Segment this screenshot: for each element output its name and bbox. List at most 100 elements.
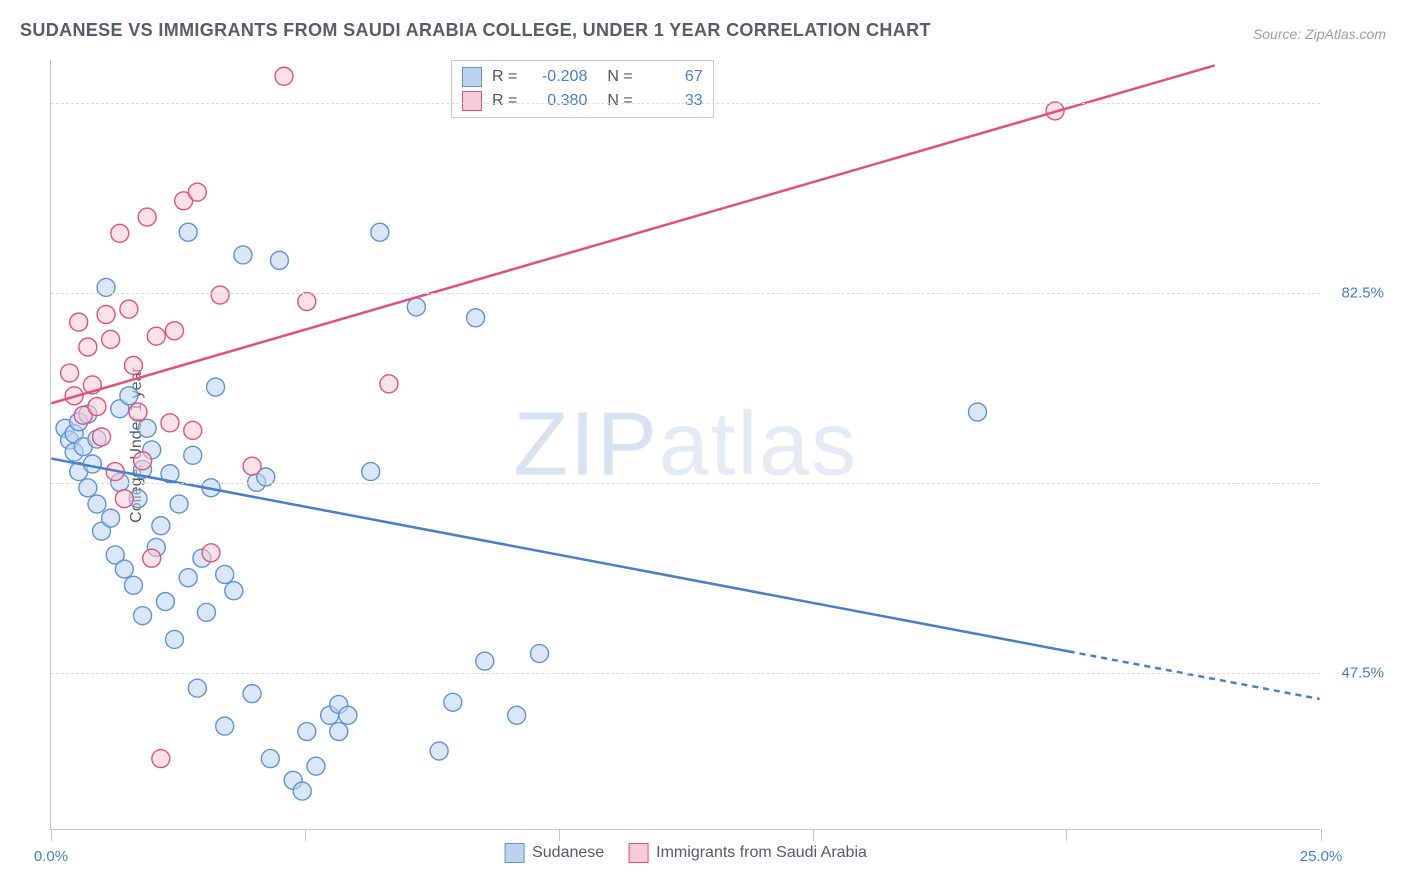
legend-swatch	[504, 843, 524, 863]
scatter-point	[184, 446, 202, 464]
scatter-point	[298, 723, 316, 741]
scatter-point	[79, 338, 97, 356]
scatter-point	[188, 183, 206, 201]
scatter-point	[115, 560, 133, 578]
scatter-point	[307, 757, 325, 775]
legend-series-item: Immigrants from Saudi Arabia	[628, 843, 867, 863]
scatter-point	[362, 463, 380, 481]
scatter-point	[371, 223, 389, 241]
scatter-point	[170, 495, 188, 513]
y-tick-label: 47.5%	[1341, 664, 1384, 681]
scatter-point	[124, 576, 142, 594]
regression-line-extrapolated	[1069, 651, 1320, 699]
scatter-point	[261, 750, 279, 768]
scatter-point	[161, 414, 179, 432]
legend-correlation-row: R = -0.208 N = 67	[462, 65, 703, 89]
scatter-point	[339, 706, 357, 724]
scatter-point	[102, 330, 120, 348]
scatter-point	[188, 679, 206, 697]
scatter-point	[115, 490, 133, 508]
scatter-point	[138, 419, 156, 437]
scatter-point	[97, 306, 115, 324]
legend-series-label: Immigrants from Saudi Arabia	[656, 844, 867, 862]
scatter-point	[197, 603, 215, 621]
scatter-point	[467, 309, 485, 327]
scatter-point	[166, 322, 184, 340]
scatter-point	[216, 565, 234, 583]
gridline	[51, 103, 1320, 104]
x-tick	[559, 829, 560, 841]
scatter-point	[531, 645, 549, 663]
legend-swatch	[628, 843, 648, 863]
plot-area: College, Under 1 year ZIPatlas R = -0.20…	[50, 60, 1320, 830]
scatter-point	[207, 378, 225, 396]
scatter-point	[166, 630, 184, 648]
scatter-point	[152, 517, 170, 535]
x-tick	[51, 829, 52, 841]
scatter-point	[70, 313, 88, 331]
legend-n-label: N =	[607, 92, 632, 110]
scatter-point	[138, 208, 156, 226]
legend-correlation-row: R = 0.380 N = 33	[462, 89, 703, 113]
scatter-point	[243, 457, 261, 475]
scatter-point	[120, 300, 138, 318]
x-tick	[305, 829, 306, 841]
scatter-point	[129, 403, 147, 421]
scatter-point	[216, 717, 234, 735]
scatter-point	[152, 750, 170, 768]
legend-r-label: R =	[492, 92, 517, 110]
scatter-point	[93, 428, 111, 446]
legend-r-label: R =	[492, 68, 517, 86]
scatter-point	[444, 693, 462, 711]
scatter-point	[270, 251, 288, 269]
scatter-point	[156, 593, 174, 611]
scatter-point	[969, 403, 987, 421]
legend-swatch	[462, 67, 482, 87]
x-tick-label: 25.0%	[1300, 848, 1343, 865]
source-attribution: Source: ZipAtlas.com	[1253, 26, 1386, 42]
scatter-point	[211, 286, 229, 304]
scatter-point	[120, 387, 138, 405]
scatter-point	[143, 549, 161, 567]
legend-series-label: Sudanese	[532, 844, 604, 862]
scatter-point	[147, 327, 165, 345]
scatter-point	[102, 509, 120, 527]
chart-title: SUDANESE VS IMMIGRANTS FROM SAUDI ARABIA…	[20, 20, 931, 41]
scatter-point	[508, 706, 526, 724]
gridline	[51, 673, 1320, 674]
scatter-point	[407, 298, 425, 316]
scatter-point	[234, 246, 252, 264]
scatter-point	[124, 356, 142, 374]
scatter-point	[134, 607, 152, 625]
legend-r-value: 0.380	[527, 92, 587, 110]
gridline	[51, 483, 1320, 484]
scatter-point	[88, 398, 106, 416]
scatter-point	[330, 723, 348, 741]
legend-swatch	[462, 91, 482, 111]
legend-series-item: Sudanese	[504, 843, 604, 863]
scatter-point	[179, 223, 197, 241]
scatter-point	[293, 782, 311, 800]
legend-n-label: N =	[607, 68, 632, 86]
scatter-point	[380, 375, 398, 393]
scatter-point	[184, 421, 202, 439]
x-tick	[1066, 829, 1067, 841]
scatter-point	[134, 452, 152, 470]
scatter-point	[179, 569, 197, 587]
scatter-point	[275, 67, 293, 85]
svg-layer	[51, 60, 1320, 829]
scatter-point	[243, 685, 261, 703]
x-tick	[813, 829, 814, 841]
gridline	[51, 293, 1320, 294]
y-tick-label: 82.5%	[1341, 285, 1384, 302]
scatter-point	[61, 364, 79, 382]
scatter-point	[476, 652, 494, 670]
legend-r-value: -0.208	[527, 68, 587, 86]
scatter-point	[298, 293, 316, 311]
x-tick	[1321, 829, 1322, 841]
scatter-point	[202, 544, 220, 562]
legend-correlation: R = -0.208 N = 67 R = 0.380 N = 33	[451, 60, 714, 118]
chart-container: SUDANESE VS IMMIGRANTS FROM SAUDI ARABIA…	[0, 0, 1406, 892]
x-tick-label: 0.0%	[34, 848, 68, 865]
scatter-point	[79, 479, 97, 497]
